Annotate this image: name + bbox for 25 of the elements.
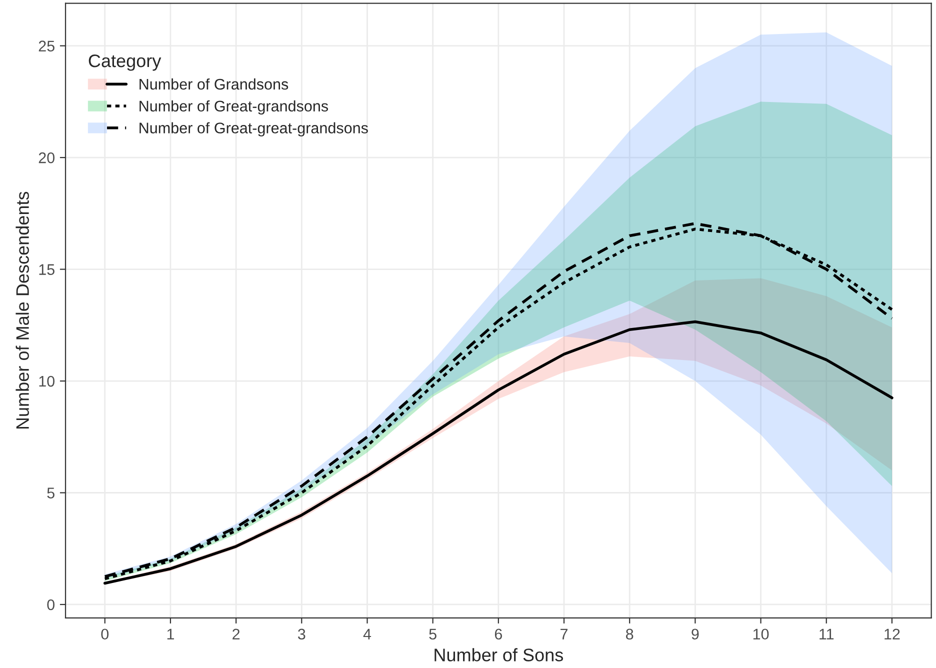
legend-label: Number of Grandsons — [140, 78, 288, 90]
x-tick-label: 8 — [626, 628, 634, 640]
y-tick-label: 15 — [39, 264, 54, 275]
y-tick-label: 25 — [38, 40, 54, 52]
y-tick-label: 20 — [38, 152, 55, 164]
x-tick-label: 9 — [692, 628, 699, 640]
y-tick-label: 10 — [39, 376, 55, 387]
x-tick-label: 7 — [560, 628, 568, 640]
x-tick-label: 12 — [884, 628, 900, 640]
x-tick-label: 11 — [820, 628, 834, 640]
x-axis-title: Number of Sons — [434, 648, 564, 662]
y-tick-label: 0 — [47, 599, 55, 610]
x-tick-label: 2 — [232, 628, 240, 640]
x-tick-label: 6 — [494, 628, 502, 640]
x-tick-label: 1 — [167, 628, 174, 640]
x-tick-label: 5 — [429, 628, 436, 640]
x-tick-label: 0 — [101, 628, 109, 640]
y-tick-label: 5 — [47, 488, 54, 498]
x-tick-label: 10 — [753, 628, 769, 640]
legend-label: Number of Great-great-grandsons — [140, 122, 368, 136]
x-tick-label: 3 — [298, 628, 306, 640]
legend-title: Category — [88, 54, 162, 71]
legend-label: Number of Great-grandsons — [140, 100, 328, 115]
x-tick-label: 4 — [363, 628, 372, 640]
y-axis-title: Number of Male Descendents — [16, 192, 29, 429]
